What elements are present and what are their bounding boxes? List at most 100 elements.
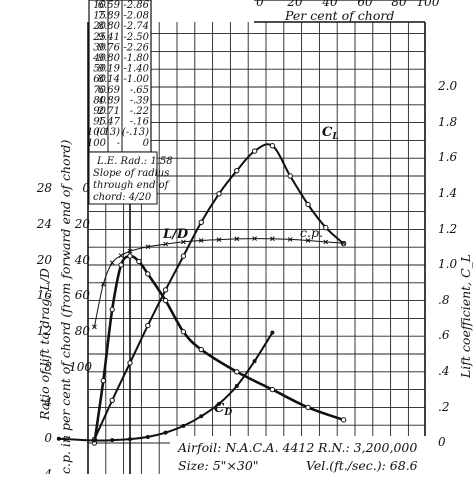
table-cell: -1.00: [123, 74, 149, 85]
ld-point: [180, 329, 187, 335]
cl-ticks: 2.0 1.8 1.6 1.4 1.2 1.0 .8 .6 .4 .2 0: [437, 79, 457, 449]
ld-tick: 20: [36, 253, 53, 267]
top-tick: 40: [321, 0, 338, 9]
ld-point: [100, 378, 107, 384]
cd-point: [234, 384, 239, 389]
vel-label: Vel.(ft./sec.): 68.6: [306, 458, 418, 473]
cl-tick: .2: [438, 400, 449, 414]
cl-point: [323, 224, 329, 231]
ld-point: [162, 297, 169, 304]
table-cell: -2.74: [123, 21, 149, 32]
cl-tick: 1.8: [438, 115, 457, 129]
table-cell: 8.14: [98, 74, 120, 85]
cp-point: [198, 238, 204, 243]
cp-ticks: 0 20 40 60 80 100: [69, 181, 92, 374]
cd-point: [163, 430, 168, 435]
cd-point: [217, 401, 221, 406]
table-cell: -1.40: [123, 64, 149, 75]
ld-point: [145, 271, 151, 277]
ld-point: [198, 346, 204, 353]
cp-tick: 60: [75, 288, 91, 302]
table-cell: 20: [92, 21, 106, 32]
top-axis: 0 20 40 60 80 100 Per cent of chord: [254, 0, 440, 23]
top-tick: 80: [391, 0, 407, 9]
slope-text-3: chord: 4/20: [93, 192, 152, 203]
table-cell: -2.08: [123, 11, 149, 22]
top-tick: 0: [256, 0, 264, 9]
cl-point: [269, 143, 276, 149]
table-cell: -.16: [130, 117, 150, 128]
table-cell: 9.41: [98, 32, 120, 43]
table-cell: -2.50: [123, 32, 149, 43]
cl-tick: 1.4: [438, 186, 457, 200]
cd-point: [270, 330, 275, 335]
ld-point: [118, 262, 124, 268]
cl-point: [162, 287, 169, 293]
ld-point: [340, 417, 347, 423]
cp-point: [252, 236, 257, 241]
cl-tick: 1.2: [438, 222, 457, 236]
cp-point: [216, 237, 222, 242]
ld-tick: 16: [37, 288, 53, 302]
table-cell: 4.89: [97, 95, 121, 106]
cl-point: [305, 201, 311, 208]
cp-point: [145, 244, 151, 250]
cl-point: [145, 322, 151, 329]
cp-tick: 20: [74, 217, 91, 231]
cp-axis-title: c.p. in per cent of chord (from forward …: [58, 139, 73, 474]
cl-point: [109, 397, 115, 403]
table-cell: (.13): [96, 127, 120, 138]
cp-point: [163, 241, 168, 247]
table-cell: 30: [93, 42, 106, 53]
ld-point: [109, 306, 115, 313]
cd-point: [181, 423, 186, 428]
table-cell: -2.26: [123, 42, 149, 53]
table-cell: 95: [93, 117, 106, 128]
cd-point: [56, 436, 61, 441]
cd-point: [128, 437, 132, 442]
cl-point: [234, 167, 240, 174]
cp-point: [100, 281, 106, 287]
table-cell: 7.89: [98, 11, 121, 22]
table-cell: 8.80: [98, 21, 121, 32]
table-cell: 50: [93, 64, 106, 75]
table-cell: 15: [93, 11, 106, 22]
top-axis-label: Per cent of chord: [284, 8, 394, 23]
rn-label: R.N.: 3,200,000: [317, 440, 417, 455]
cp-tick: 0: [82, 181, 90, 195]
ld-tick: 0: [44, 431, 52, 445]
size-label: Size: 5"×30": [178, 458, 259, 473]
cl-point: [198, 219, 204, 225]
ld-tick: -4: [40, 467, 52, 474]
table-cell: -: [117, 138, 121, 149]
table-cell: 100: [87, 138, 107, 149]
cl-point: [251, 148, 258, 154]
ld-curve-label: L/D: [162, 227, 189, 242]
cp-tick: 40: [74, 253, 91, 267]
table-cell: 6.69: [98, 85, 121, 96]
cl-tick: .6: [438, 328, 450, 342]
top-tick: 20: [286, 0, 303, 9]
table-cell: 70: [93, 85, 106, 96]
cp-tick: 100: [69, 360, 92, 374]
table-cell: 1.47: [98, 117, 121, 128]
top-tick: 60: [357, 0, 373, 9]
cd-point: [110, 438, 115, 443]
ld-tick: 24: [36, 217, 52, 231]
cp-tick: 80: [75, 324, 91, 338]
ld-axis-title: Ratio of lift to drag, L/D: [37, 268, 52, 421]
cl-tick: 0: [438, 435, 446, 449]
cp-point: [270, 236, 275, 242]
slope-text-2: through end of: [93, 180, 171, 191]
cl-tick: .8: [438, 293, 450, 307]
table-cell: (-.13): [122, 127, 149, 138]
table-cell: 9.19: [98, 64, 121, 75]
ld-tick: 28: [36, 181, 53, 195]
cl-curve-label: CL: [322, 125, 339, 142]
data-curves: [56, 143, 347, 446]
cp-point: [92, 324, 97, 330]
cp-point: [118, 253, 124, 258]
table-cell: 25: [92, 32, 106, 43]
